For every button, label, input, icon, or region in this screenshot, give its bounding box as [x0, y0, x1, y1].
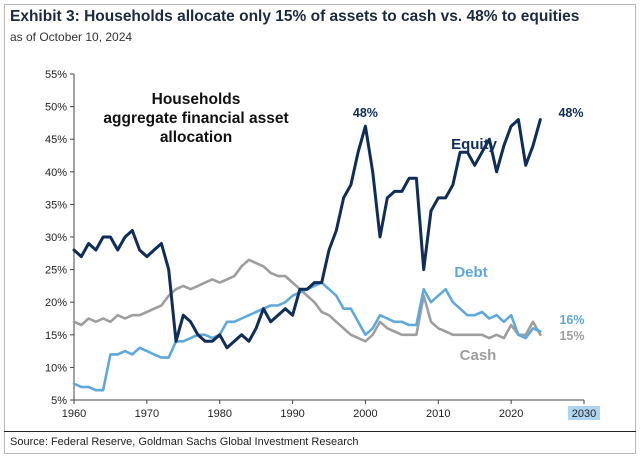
y-tick-label: 30%	[45, 232, 67, 244]
y-tick-label: 40%	[45, 167, 67, 179]
equity-series-label: Equity	[451, 136, 497, 153]
cash-last-value: 15%	[559, 329, 584, 343]
y-tick-label: 10%	[45, 362, 67, 374]
chart-title-line: allocation	[160, 129, 232, 146]
x-tick-label: 2010	[426, 408, 450, 420]
y-tick-label: 25%	[45, 265, 67, 277]
cash-series-line	[72, 258, 542, 343]
debt-series-label: Debt	[454, 264, 487, 281]
source-divider	[4, 431, 636, 432]
x-tick-label: 1970	[135, 408, 159, 420]
x-tick-label: 1980	[207, 408, 231, 420]
series-layer	[72, 118, 542, 392]
annotation-layer: Households aggregate financial asset alloc…	[103, 91, 584, 364]
x-tick-label: 1990	[280, 408, 304, 420]
source-note: Source: Federal Reserve, Goldman Sachs G…	[10, 436, 359, 448]
chart-frame	[4, 4, 636, 454]
exhibit-title: Exhibit 3: Households allocate only 15% …	[10, 8, 580, 25]
debt-last-value: 16%	[559, 313, 584, 327]
x-tick-label: 1960	[62, 408, 86, 420]
chart-title-line: Households	[152, 91, 241, 108]
y-tick-label: 45%	[45, 134, 67, 146]
x-tick-label: 2030	[572, 408, 596, 420]
equity-last-value: 48%	[558, 106, 583, 120]
y-tick-label: 35%	[45, 199, 67, 211]
y-tick-label: 50%	[45, 102, 67, 114]
exhibit-subtitle: as of October 10, 2024	[10, 30, 133, 44]
y-tick-label: 55%	[45, 69, 67, 81]
chart-title-line: aggregate financial asset	[103, 110, 288, 127]
cash-series-label: Cash	[460, 347, 497, 364]
y-tick-label: 20%	[45, 297, 67, 309]
debt-series-line	[72, 281, 542, 392]
equity-peak-value: 48%	[353, 106, 378, 120]
y-tick-label: 5%	[51, 395, 67, 407]
x-tick-label: 2020	[499, 408, 523, 420]
chart-axes: 5% 10% 15% 20% 25% 30% 35% 40% 45% 50% 55% 1960 1970…	[45, 69, 600, 420]
equity-series-line	[72, 118, 542, 350]
x-tick-label: 2000	[353, 408, 377, 420]
x-tick-highlight	[568, 406, 600, 420]
y-tick-label: 15%	[45, 330, 67, 342]
